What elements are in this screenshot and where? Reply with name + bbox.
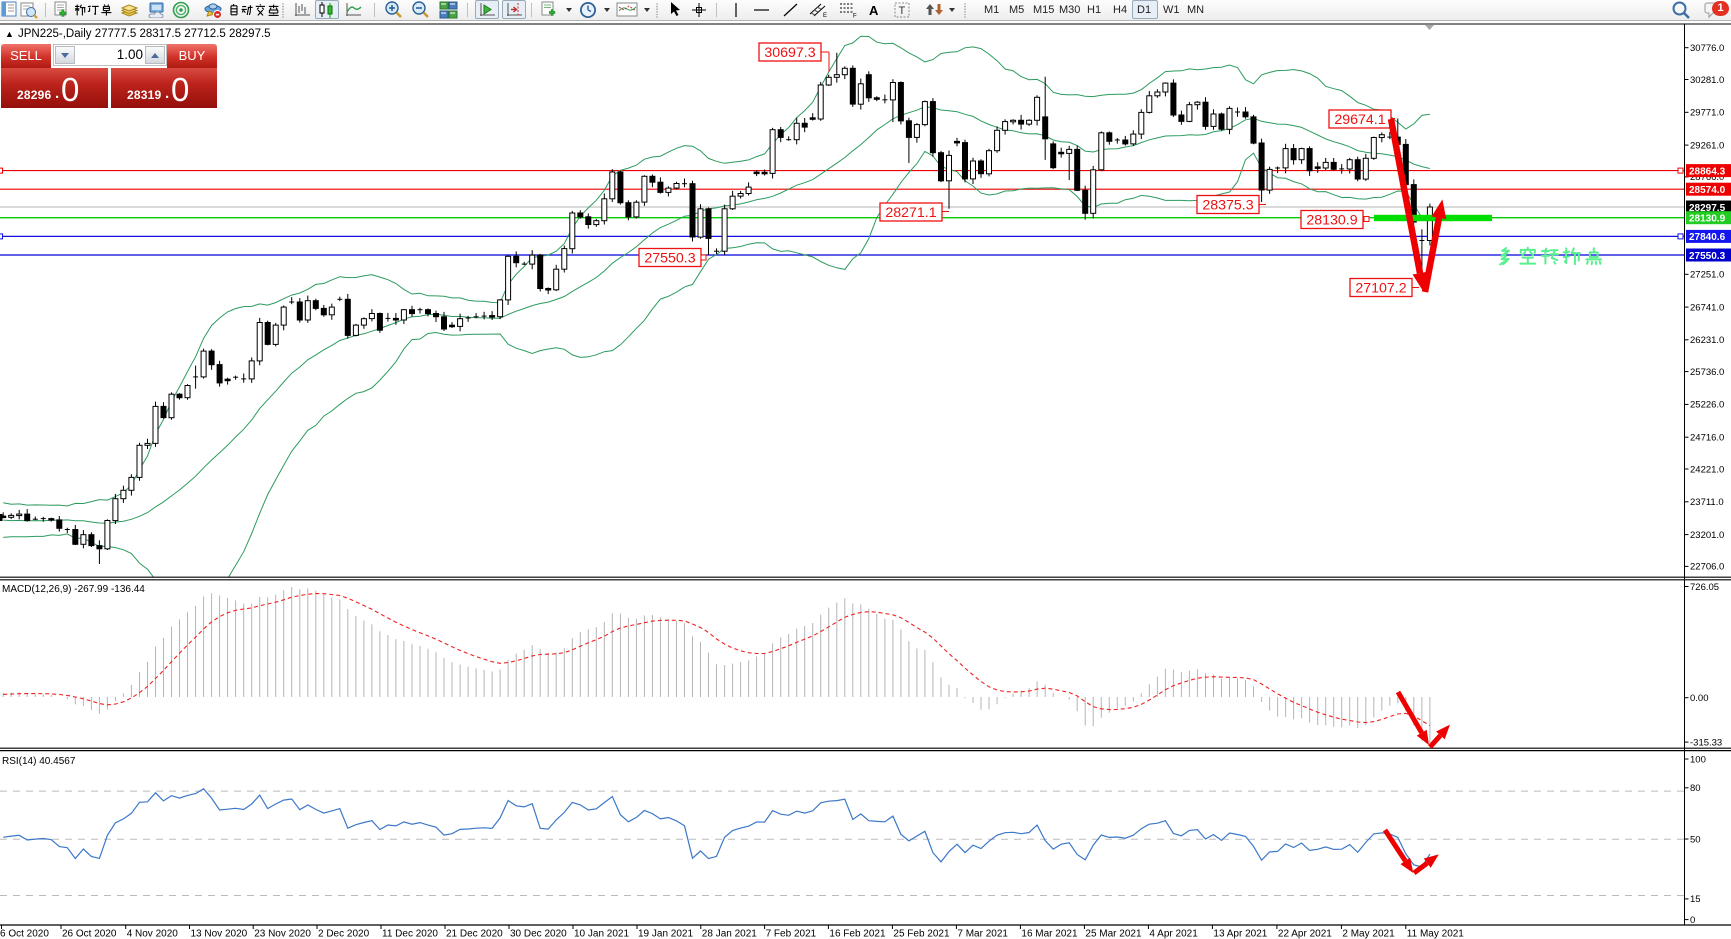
svg-text:100: 100: [1690, 754, 1706, 765]
svg-text:30 Dec 2020: 30 Dec 2020: [510, 929, 567, 939]
svg-text:30281.0: 30281.0: [1690, 75, 1724, 86]
svg-text:26231.0: 26231.0: [1690, 335, 1724, 346]
svg-text:80: 80: [1690, 783, 1701, 794]
svg-text:MACD(12,26,9) -267.99 -136.44: MACD(12,26,9) -267.99 -136.44: [2, 584, 145, 595]
svg-text:2 May 2021: 2 May 2021: [1342, 929, 1395, 939]
svg-text:22706.0: 22706.0: [1690, 562, 1724, 573]
svg-text:2 Dec 2020: 2 Dec 2020: [318, 929, 370, 939]
svg-text:6 Oct 2020: 6 Oct 2020: [0, 929, 49, 939]
svg-text:F: F: [853, 14, 857, 19]
svg-text:27840.6: 27840.6: [1689, 232, 1726, 243]
svg-text:28271.1: 28271.1: [885, 205, 936, 221]
svg-text:E: E: [823, 13, 827, 18]
svg-text:11 May 2021: 11 May 2021: [1407, 929, 1465, 939]
svg-text:19 Jan 2021: 19 Jan 2021: [638, 929, 693, 939]
svg-text:24221.0: 24221.0: [1690, 464, 1724, 475]
svg-text:-315.33: -315.33: [1690, 738, 1722, 749]
svg-text:▲: ▲: [5, 29, 14, 39]
svg-text:25 Mar 2021: 25 Mar 2021: [1085, 929, 1142, 939]
svg-text:28 Jan 2021: 28 Jan 2021: [702, 929, 757, 939]
svg-text:0: 0: [1690, 915, 1695, 926]
svg-text:50: 50: [1690, 834, 1701, 845]
svg-text:24716.0: 24716.0: [1690, 433, 1724, 444]
svg-text:0.00: 0.00: [1690, 693, 1709, 704]
svg-text:30697.3: 30697.3: [764, 45, 815, 61]
svg-text:25 Feb 2021: 25 Feb 2021: [893, 929, 950, 939]
svg-text:26 Oct 2020: 26 Oct 2020: [62, 929, 117, 939]
svg-text:JPN225-,Daily 27777.5 28317.5: JPN225-,Daily 27777.5 28317.5 27712.5 28…: [18, 28, 271, 40]
svg-text:7 Mar 2021: 7 Mar 2021: [957, 929, 1008, 939]
svg-text:28130.9: 28130.9: [1689, 214, 1726, 225]
svg-text:7 Feb 2021: 7 Feb 2021: [766, 929, 817, 939]
svg-text:29674.1: 29674.1: [1334, 112, 1385, 128]
svg-text:28297.5: 28297.5: [1689, 203, 1726, 214]
svg-text:16 Mar 2021: 16 Mar 2021: [1021, 929, 1078, 939]
svg-text:29771.0: 29771.0: [1690, 108, 1724, 119]
svg-text:23 Nov 2020: 23 Nov 2020: [254, 929, 311, 939]
svg-text:28864.3: 28864.3: [1689, 166, 1726, 177]
svg-text:21 Dec 2020: 21 Dec 2020: [446, 929, 503, 939]
svg-text:4 Nov 2020: 4 Nov 2020: [127, 929, 179, 939]
svg-text:16 Feb 2021: 16 Feb 2021: [829, 929, 886, 939]
svg-text:13 Apr 2021: 13 Apr 2021: [1213, 929, 1267, 939]
svg-text:27107.2: 27107.2: [1355, 281, 1406, 297]
svg-text:10 Jan 2021: 10 Jan 2021: [574, 929, 629, 939]
svg-text:26741.0: 26741.0: [1690, 302, 1724, 313]
svg-text:23711.0: 23711.0: [1690, 497, 1724, 508]
svg-text:27550.3: 27550.3: [644, 251, 695, 267]
svg-text:28375.3: 28375.3: [1202, 198, 1253, 214]
svg-text:28766.0: 28766.0: [1690, 172, 1724, 183]
svg-text:RSI(14) 40.4567: RSI(14) 40.4567: [2, 756, 76, 767]
svg-text:29261.0: 29261.0: [1690, 140, 1724, 151]
svg-text:15: 15: [1690, 894, 1701, 905]
svg-text:T: T: [899, 5, 906, 17]
svg-text:4 Apr 2021: 4 Apr 2021: [1149, 929, 1198, 939]
svg-text:25226.0: 25226.0: [1690, 400, 1724, 411]
svg-text:28574.0: 28574.0: [1689, 185, 1726, 196]
svg-text:28130.9: 28130.9: [1306, 213, 1357, 229]
svg-text:13 Nov 2020: 13 Nov 2020: [191, 929, 248, 939]
svg-text:27550.3: 27550.3: [1689, 251, 1726, 262]
svg-text:30776.0: 30776.0: [1690, 43, 1724, 54]
svg-text:25736.0: 25736.0: [1690, 367, 1724, 378]
svg-text:23201.0: 23201.0: [1690, 530, 1724, 541]
svg-text:22 Apr 2021: 22 Apr 2021: [1278, 929, 1332, 939]
svg-text:726.05: 726.05: [1690, 582, 1719, 593]
svg-text:27251.0: 27251.0: [1690, 270, 1724, 281]
svg-text:11 Dec 2020: 11 Dec 2020: [382, 929, 438, 939]
